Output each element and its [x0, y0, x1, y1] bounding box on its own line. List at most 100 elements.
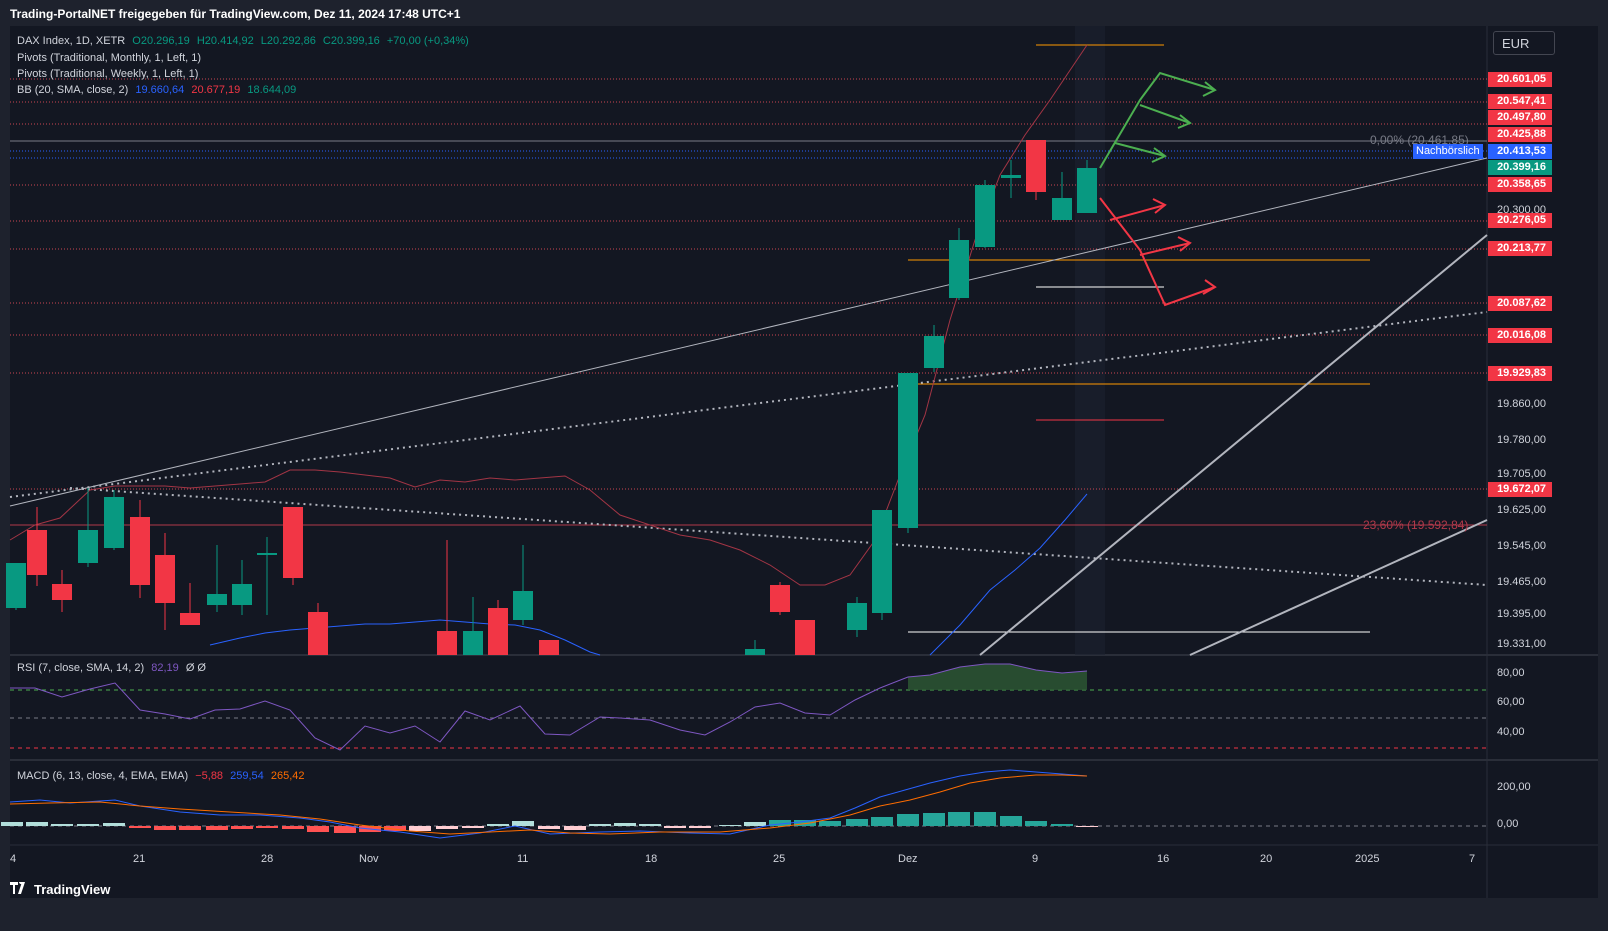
channel-line-1[interactable]: [979, 234, 1488, 656]
price-label: 20.016,08: [1488, 328, 1552, 343]
macd-histogram-bar: [103, 823, 125, 826]
candle-body[interactable]: [6, 563, 26, 608]
candle-body[interactable]: [795, 620, 815, 655]
candle-body[interactable]: [847, 603, 867, 630]
chart-area[interactable]: [10, 26, 1598, 898]
candle-body[interactable]: [308, 612, 328, 655]
candle-body[interactable]: [488, 608, 508, 655]
macd-signal-value: 265,42: [270, 770, 305, 782]
rsi-line: [10, 663, 1088, 751]
ohlc-open: O20.296,19: [132, 35, 190, 47]
macd-histogram-bar: [129, 826, 151, 828]
currency-button[interactable]: EUR: [1493, 31, 1555, 55]
rsi-axis-tick: 40,00: [1497, 726, 1525, 738]
candle-body[interactable]: [155, 555, 175, 603]
price-axis-tick: 19.331,00: [1497, 638, 1546, 650]
candle-body[interactable]: [949, 240, 969, 298]
bb-label[interactable]: BB (20, SMA, close, 2): [17, 84, 129, 96]
macd-histogram-bar: [436, 826, 458, 829]
green-arrow-1-head: [1202, 81, 1217, 97]
candle-body[interactable]: [52, 584, 72, 600]
macd-histogram-bar: [589, 824, 611, 826]
ohlc-change: +70,00 (+0,34%): [386, 35, 469, 47]
macd-value: 259,54: [230, 770, 264, 782]
candle-body[interactable]: [180, 613, 200, 625]
candle-body[interactable]: [898, 373, 918, 528]
macd-histogram-bar: [231, 826, 253, 829]
green-arrow-2-head: [1177, 114, 1192, 129]
price-axis-tick: 19.395,00: [1497, 608, 1546, 620]
candle-body[interactable]: [770, 585, 790, 612]
macd-histogram-bar: [948, 812, 970, 826]
macd-histogram-bar: [871, 817, 893, 826]
candle-body[interactable]: [745, 649, 765, 655]
trendline-upper[interactable]: [9, 157, 1488, 507]
macd-histogram-bar: [334, 826, 356, 833]
price-label: 20.358,65: [1488, 177, 1552, 192]
time-axis-tick: 11: [517, 853, 529, 865]
macd-histogram-bar: [819, 821, 841, 826]
macd-histogram-bar: [26, 822, 48, 826]
price-axis-tick: 19.705,00: [1497, 468, 1546, 480]
time-axis-tick: 16: [1157, 853, 1170, 865]
candle-body[interactable]: [1001, 175, 1021, 178]
rsi-axis-tick: 60,00: [1497, 696, 1525, 708]
share-header: Trading-PortalNET freigegeben für Tradin…: [10, 7, 461, 21]
macd-histogram-bar: [664, 826, 686, 828]
tradingview-logo[interactable]: TradingView: [10, 880, 111, 897]
symbol-name[interactable]: DAX Index, 1D, XETR: [17, 35, 126, 47]
macd-histogram-bar: [1, 822, 23, 826]
candle-body[interactable]: [1077, 168, 1097, 213]
macd-histogram-bar: [614, 823, 636, 826]
candle-body[interactable]: [437, 631, 457, 655]
red-arrow-1: [1099, 197, 1216, 307]
macd-histogram-bar: [77, 824, 99, 826]
macd-histogram-bar: [689, 826, 711, 828]
macd-histogram-bar: [179, 826, 201, 830]
candle-body[interactable]: [975, 185, 995, 247]
time-axis-tick: Dez: [898, 853, 918, 865]
candle-body[interactable]: [1052, 198, 1072, 220]
candle-body[interactable]: [513, 591, 533, 620]
price-label: 20.497,80: [1488, 110, 1552, 125]
projection-arrows-down[interactable]: [1099, 197, 1217, 307]
candle-body[interactable]: [1026, 140, 1046, 192]
current-bar-highlight: [1075, 26, 1105, 655]
macd-legend[interactable]: MACD (6, 13, close, 4, EMA, EMA) −5,88 2…: [17, 770, 309, 782]
candle-body[interactable]: [104, 497, 124, 548]
candle-body[interactable]: [232, 584, 252, 605]
candle-body[interactable]: [283, 507, 303, 578]
pivots-monthly-legend[interactable]: Pivots (Traditional, Monthly, 1, Left, 1…: [17, 52, 202, 64]
channel-line-2[interactable]: [1189, 519, 1488, 656]
candle-body[interactable]: [27, 530, 47, 575]
candle-body[interactable]: [872, 510, 892, 613]
candle-body[interactable]: [924, 336, 944, 368]
macd-label[interactable]: MACD (6, 13, close, 4, EMA, EMA): [17, 770, 189, 782]
price-axis-tick: 19.545,00: [1497, 540, 1546, 552]
candle-body[interactable]: [207, 594, 227, 605]
price-label: 20.413,53: [1488, 144, 1552, 159]
bb-legend[interactable]: BB (20, SMA, close, 2) 19.660,64 20.677,…: [17, 84, 300, 96]
candle-body[interactable]: [463, 631, 483, 655]
rsi-label[interactable]: RSI (7, close, SMA, 14, 2): [17, 662, 145, 674]
red-arrow-2: [1109, 204, 1166, 221]
candle-body[interactable]: [539, 640, 559, 655]
macd-histogram-bar: [1051, 824, 1073, 826]
symbol-legend[interactable]: DAX Index, 1D, XETR O20.296,19 H20.414,9…: [17, 35, 473, 47]
macd-histogram-bar: [256, 826, 278, 828]
trendline-dotted-rising[interactable]: [9, 311, 1488, 498]
candlesticks[interactable]: [6, 140, 1097, 655]
trendline-dotted-falling[interactable]: [69, 487, 1488, 586]
candle-body[interactable]: [130, 517, 150, 585]
macd-histogram-bar: [744, 822, 766, 826]
tradingview-logo-icon: [10, 880, 30, 897]
candle-body[interactable]: [257, 553, 277, 555]
tradingview-brand: TradingView: [34, 882, 111, 897]
candle-body[interactable]: [78, 530, 98, 563]
red-arrow-1-head: [1202, 279, 1217, 295]
rsi-legend[interactable]: RSI (7, close, SMA, 14, 2) 82,19 Ø Ø: [17, 662, 210, 674]
projection-arrows-up[interactable]: [1099, 71, 1217, 169]
pivots-weekly-legend[interactable]: Pivots (Traditional, Weekly, 1, Left, 1): [17, 68, 199, 80]
red-arrow-3: [1139, 242, 1191, 256]
